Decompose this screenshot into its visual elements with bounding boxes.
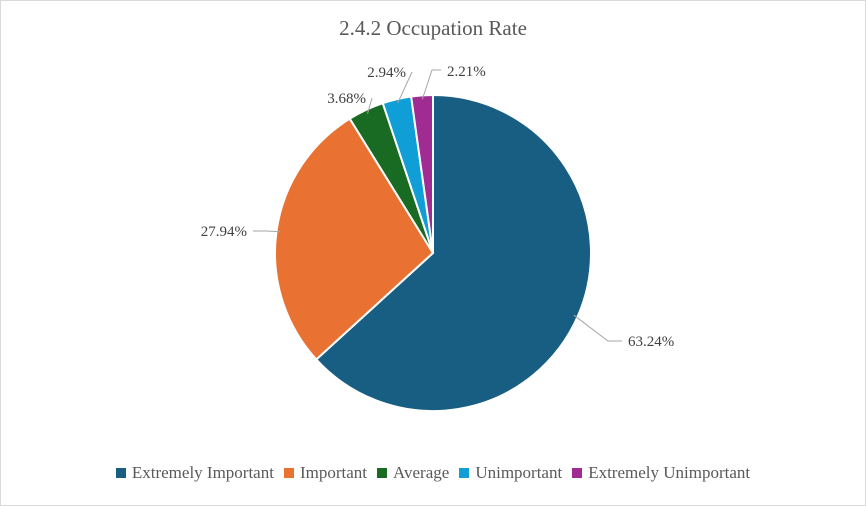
pie-slice-extremely-unimportant: [410, 93, 434, 254]
leader-line: [421, 69, 441, 100]
legend-item: Average: [377, 463, 449, 483]
leader-line: [573, 314, 622, 342]
legend-item: Extremely Important: [115, 463, 274, 483]
legend-label: Extremely Unimportant: [588, 463, 751, 482]
legend-item: Unimportant: [459, 463, 562, 483]
data-label: 3.68%: [327, 91, 366, 107]
legend-swatch: [115, 468, 126, 478]
legend-swatch: [459, 468, 470, 478]
legend-label: Average: [393, 463, 450, 482]
legend: Extremely Important Important Average Unimp…: [0, 463, 866, 483]
legend-label: Important: [299, 463, 367, 482]
legend-item: Extremely Unimportant: [572, 463, 750, 483]
data-label: 63.24%: [628, 334, 674, 350]
legend-label: Unimportant: [475, 463, 563, 482]
data-label: 2.94%: [367, 65, 406, 81]
leader-line: [367, 97, 373, 114]
pie-slice-extremely-important: [314, 93, 592, 412]
legend-swatch: [572, 468, 583, 478]
legend-swatch: [377, 468, 387, 478]
legend-label: Extremely Important: [131, 463, 274, 482]
leader-line: [397, 71, 413, 104]
data-label: 27.94%: [201, 224, 247, 240]
chart-title: 2.4.2 Occupation Rate: [339, 16, 527, 40]
leader-line: [253, 230, 281, 233]
legend-swatch: [283, 468, 294, 478]
data-label: 2.21%: [447, 64, 486, 80]
legend-item: Important: [283, 463, 367, 483]
